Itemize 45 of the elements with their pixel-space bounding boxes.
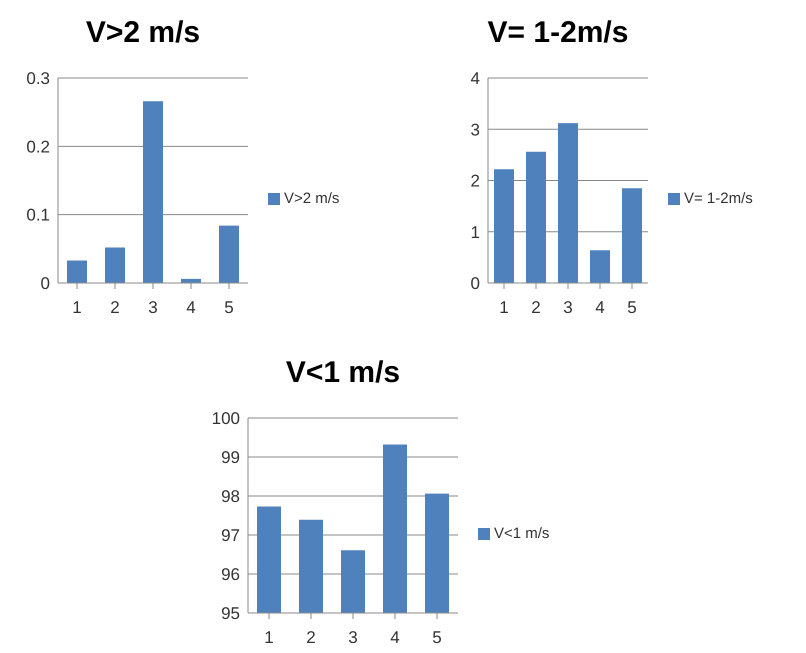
y-tick-label: 0.2 <box>26 137 50 156</box>
x-tick-label: 4 <box>595 298 605 318</box>
x-tick-label: 5 <box>432 628 442 648</box>
x-tick-label: 4 <box>186 298 196 318</box>
y-tick-label: 97 <box>221 526 240 546</box>
y-tick-label: 95 <box>221 604 240 624</box>
x-tick-label: 3 <box>148 298 158 318</box>
y-tick-label: 4 <box>470 69 480 88</box>
bar <box>590 250 610 283</box>
y-tick-label: 0.1 <box>26 206 50 225</box>
chart-title: V= 1-2m/s <box>486 16 630 50</box>
y-tick-label: 2 <box>470 172 480 191</box>
y-tick-label: 1 <box>470 222 480 242</box>
bar <box>143 101 163 283</box>
x-tick-label: 5 <box>627 298 637 318</box>
bar <box>219 226 239 283</box>
y-tick-label: 98 <box>221 487 240 506</box>
y-tick-label: 100 <box>212 409 240 428</box>
y-tick-label: 99 <box>221 448 240 468</box>
x-tick-label: 2 <box>306 628 316 648</box>
bar <box>622 188 642 283</box>
x-tick-label: 1 <box>264 628 274 648</box>
x-tick-label: 4 <box>390 628 400 648</box>
y-tick-label: 0 <box>40 274 50 294</box>
x-tick-label: 1 <box>72 298 82 318</box>
x-tick-label: 2 <box>531 298 541 318</box>
x-tick-label: 1 <box>499 298 509 318</box>
bar <box>558 123 578 283</box>
legend-label: V<1 m/s <box>494 524 550 542</box>
y-tick-label: 0 <box>470 274 480 294</box>
bar <box>105 247 125 283</box>
bar <box>67 260 87 283</box>
chart-title: V<1 m/s <box>284 356 402 390</box>
x-tick-label: 2 <box>110 298 120 318</box>
chart-title: V>2 m/s <box>84 16 202 50</box>
x-tick-label: 5 <box>224 298 234 318</box>
legend-label: V>2 m/s <box>284 190 340 206</box>
x-tick-label: 3 <box>563 298 573 318</box>
bar <box>526 152 546 283</box>
y-tick-label: 3 <box>470 120 480 140</box>
x-tick-label: 3 <box>348 628 358 648</box>
legend-label: V= 1-2m/s <box>684 190 753 206</box>
bar <box>494 169 514 283</box>
y-tick-label: 0.3 <box>26 69 50 88</box>
y-tick-label: 96 <box>221 565 240 584</box>
